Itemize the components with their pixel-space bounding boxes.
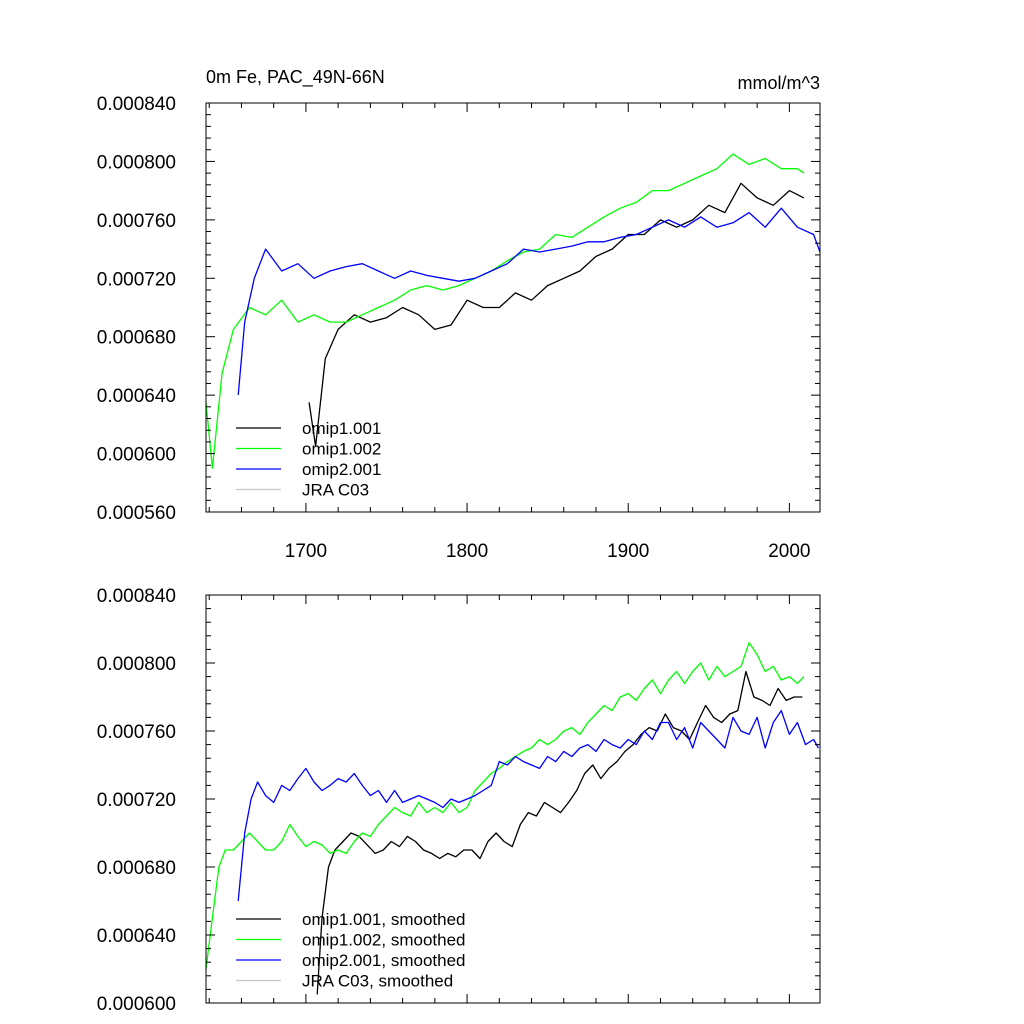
series-line-1 xyxy=(308,182,805,447)
series-line-1 xyxy=(316,670,803,995)
x-tick-label: 1800 xyxy=(446,541,488,562)
x-tick-label: 2000 xyxy=(768,541,810,562)
legend-label-1: omip1.001, smoothed xyxy=(302,910,466,929)
legend-label-4: JRA C03, smoothed xyxy=(302,972,453,991)
y-tick-label: 0.000560 xyxy=(97,503,176,524)
y-tick-label: 0.000840 xyxy=(97,94,176,115)
y-tick-label: 0.000760 xyxy=(97,722,176,743)
y-tick-label: 0.000760 xyxy=(97,211,176,232)
series-group xyxy=(206,153,820,469)
y-tick-label: 0.000680 xyxy=(97,328,176,349)
legend-label-4: JRA C03 xyxy=(302,481,369,500)
y-tick-label: 0.000640 xyxy=(97,386,176,407)
y-tick-label: 0.000720 xyxy=(97,269,176,290)
series-group xyxy=(206,641,819,995)
series-line-3 xyxy=(237,709,819,902)
y-tick-label: 0.000600 xyxy=(97,994,176,1015)
y-tick-label: 0.000640 xyxy=(97,926,176,947)
series-line-2 xyxy=(206,153,805,469)
y-tick-label: 0.000840 xyxy=(97,586,176,607)
top-chart-panel: 0.000560 0.000600 0.000640 0.000680 0.000720… xyxy=(97,67,821,562)
legend-label-3: omip2.001 xyxy=(302,460,381,479)
plot-frame xyxy=(205,102,821,513)
series-line-3 xyxy=(237,207,820,396)
bottom-chart-panel: 0.000600 0.000640 0.000680 0.000720 0.000760… xyxy=(97,586,821,1015)
y-tick-label: 0.000800 xyxy=(97,152,176,173)
x-tick-label: 1700 xyxy=(285,541,327,562)
series-line-2 xyxy=(206,641,805,970)
chart-title: 0m Fe, PAC_49N-66N xyxy=(206,67,385,88)
x-tick-label: 1900 xyxy=(607,541,649,562)
y-tick-label: 0.000800 xyxy=(97,654,176,675)
y-tick-label: 0.000720 xyxy=(97,790,176,811)
legend-label-1: omip1.001 xyxy=(302,419,381,438)
y-tick-label: 0.000680 xyxy=(97,858,176,879)
plot-frame xyxy=(205,594,821,1004)
y-tick-label: 0.000600 xyxy=(97,445,176,466)
legend-label-2: omip1.002, smoothed xyxy=(302,931,466,950)
legend-label-3: omip2.001, smoothed xyxy=(302,951,466,970)
chart-units: mmol/m^3 xyxy=(738,73,820,93)
legend-label-2: omip1.002 xyxy=(302,440,381,459)
